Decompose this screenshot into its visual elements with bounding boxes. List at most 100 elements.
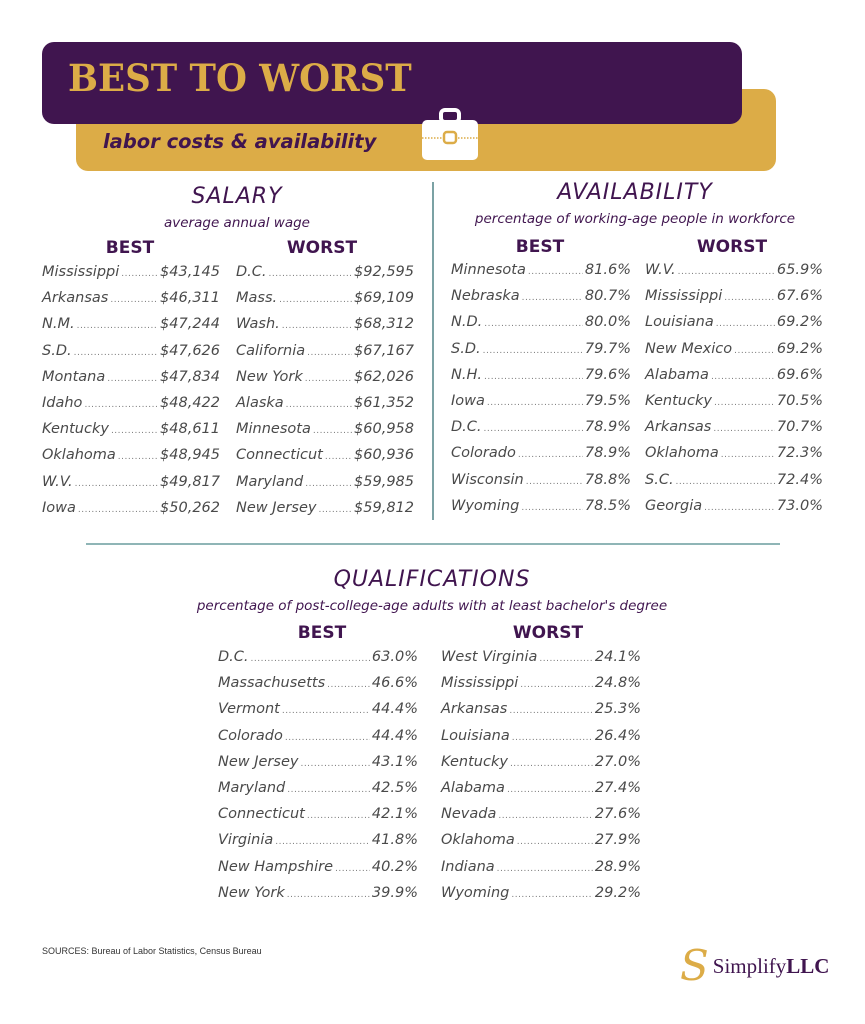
- state-value: 63.0%: [371, 649, 418, 665]
- state-name: Nebraska: [451, 288, 520, 305]
- qualifications-best-list: D.C.63.0%Massachusetts46.6%Vermont44.4%C…: [218, 649, 418, 911]
- qualifications-subtitle: percentage of post-college-age adults wi…: [196, 598, 668, 614]
- dot-leader: [285, 733, 370, 743]
- state-name: Mass.: [236, 290, 278, 307]
- list-item: Wyoming 29.2%: [441, 885, 641, 911]
- state-value: $48,422: [160, 394, 220, 411]
- list-item: Minnesota 81.6%: [451, 262, 631, 288]
- list-item: Nebraska 80.7%: [451, 288, 631, 314]
- state-name: N.H.: [451, 366, 482, 383]
- state-name: Kentucky: [441, 753, 508, 770]
- state-name: D.C.: [236, 264, 267, 280]
- state-name: Arkansas: [42, 290, 109, 307]
- state-name: New York: [218, 884, 285, 901]
- state-name: Louisiana: [441, 727, 510, 744]
- state-value: 40.2%: [371, 858, 418, 875]
- dot-leader: [251, 654, 370, 664]
- dot-leader: [518, 450, 583, 460]
- dot-leader: [335, 864, 370, 874]
- dot-leader: [107, 374, 158, 384]
- state-value: $69,109: [354, 290, 414, 307]
- state-name: Kentucky: [42, 421, 109, 438]
- list-item: Oklahoma 27.9%: [441, 832, 641, 858]
- state-value: $60,958: [354, 421, 414, 438]
- state-name: Arkansas: [441, 701, 508, 718]
- list-item: Kentucky 27.0%: [441, 754, 641, 780]
- list-item: D.C. $92,595: [236, 264, 414, 290]
- state-name: Colorado: [218, 727, 283, 744]
- state-value: $49,817: [160, 473, 220, 490]
- dot-leader: [483, 346, 583, 356]
- dot-leader: [507, 785, 593, 795]
- list-item: Wyoming 78.5%: [451, 498, 631, 524]
- state-value: 79.5%: [584, 392, 631, 409]
- dot-leader: [497, 864, 593, 874]
- state-name: New Jersey: [218, 753, 299, 770]
- state-value: 72.3%: [776, 445, 823, 462]
- logo-wordmark: SimplifyLLC: [713, 954, 830, 979]
- dot-leader: [78, 505, 158, 515]
- state-value: 78.9%: [584, 445, 631, 462]
- list-item: Maryland $59,985: [236, 474, 414, 500]
- state-value: 24.1%: [594, 649, 641, 665]
- state-name: Oklahoma: [42, 447, 116, 464]
- dot-leader: [313, 426, 352, 436]
- list-item: New York 39.9%: [218, 885, 418, 911]
- state-value: 39.9%: [371, 884, 418, 901]
- logo-s-icon: S: [680, 941, 709, 990]
- salary-best-header: BEST: [105, 238, 155, 258]
- dot-leader: [300, 759, 369, 769]
- list-item: New Jersey 43.1%: [218, 754, 418, 780]
- dot-leader: [509, 706, 593, 716]
- list-item: Oklahoma $48,945: [42, 447, 220, 473]
- horizontal-divider: [86, 543, 780, 545]
- dot-leader: [269, 269, 353, 279]
- state-name: S.D.: [451, 340, 481, 357]
- state-value: 65.9%: [776, 262, 823, 278]
- state-value: 41.8%: [371, 832, 418, 849]
- state-name: Oklahoma: [645, 445, 719, 462]
- state-name: Indiana: [441, 858, 495, 875]
- qualifications-worst-header: WORST: [512, 623, 584, 643]
- state-value: $62,026: [354, 368, 414, 385]
- title-banner: [42, 42, 742, 124]
- list-item: Vermont 44.4%: [218, 701, 418, 727]
- state-value: 70.7%: [776, 419, 823, 436]
- list-item: Nevada 27.6%: [441, 806, 641, 832]
- list-item: Mississippi 24.8%: [441, 675, 641, 701]
- company-logo: S SimplifyLLC: [680, 941, 830, 990]
- dot-leader: [734, 346, 775, 356]
- state-name: Idaho: [42, 394, 83, 411]
- list-item: D.C. 78.9%: [451, 419, 631, 445]
- state-name: Massachusetts: [218, 675, 326, 692]
- dot-leader: [487, 398, 583, 408]
- list-item: S.D. $47,626: [42, 343, 220, 369]
- dot-leader: [286, 400, 352, 410]
- state-name: Wyoming: [441, 884, 510, 901]
- list-item: Arkansas $46,311: [42, 290, 220, 316]
- vertical-divider: [432, 182, 434, 520]
- salary-worst-list: D.C. $92,595 Mass. $69,109 Wash. $68,312 Calif…: [236, 264, 414, 526]
- dot-leader: [484, 319, 583, 329]
- list-item: W.V. 65.9%: [645, 262, 823, 288]
- dot-leader: [528, 267, 583, 277]
- dot-leader: [526, 477, 583, 487]
- list-item: Oklahoma 72.3%: [645, 445, 823, 471]
- list-item: Arkansas 25.3%: [441, 701, 641, 727]
- list-item: Idaho $48,422: [42, 395, 220, 421]
- list-item: W.V. $49,817: [42, 474, 220, 500]
- list-item: Connecticut 42.1%: [218, 806, 418, 832]
- state-name: West Virginia: [441, 649, 538, 665]
- state-value: 79.6%: [584, 366, 631, 383]
- briefcase-icon: [420, 107, 480, 161]
- list-item: Indiana 28.9%: [441, 859, 641, 885]
- state-name: Kentucky: [645, 392, 712, 409]
- dot-leader: [307, 811, 370, 821]
- list-item: Louisiana 69.2%: [645, 314, 823, 340]
- state-value: $50,262: [160, 499, 220, 516]
- state-value: 26.4%: [594, 727, 641, 744]
- state-value: $67,167: [354, 342, 414, 359]
- state-value: 29.2%: [594, 884, 641, 901]
- state-name: Iowa: [42, 499, 76, 516]
- list-item: New Hampshire 40.2%: [218, 859, 418, 885]
